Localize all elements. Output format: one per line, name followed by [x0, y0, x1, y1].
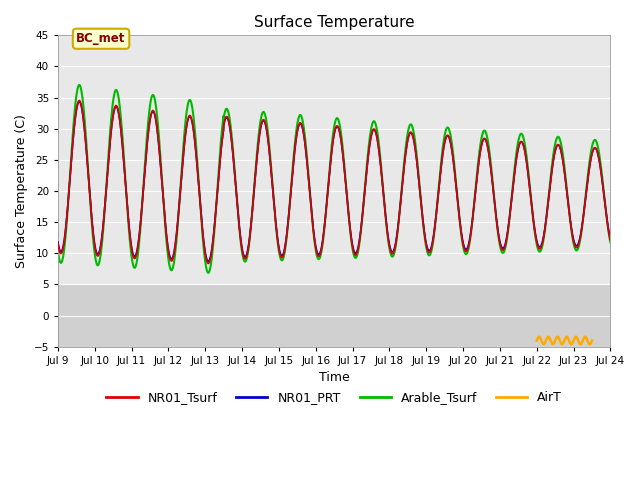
AirT [543, 335, 551, 341]
Arable_Tsurf [266, 153, 274, 159]
Arable_Tsurf [607, 240, 614, 245]
AirT [549, 341, 557, 347]
Bar [58, 285, 611, 347]
Legend: NR01_Tsurf, NR01_PRT, Arable_Tsurf, AirT: NR01_Tsurf, NR01_PRT, Arable_Tsurf, AirT [101, 386, 567, 409]
Line: NR01_PRT: NR01_PRT [58, 102, 611, 262]
NR01_PRT [536, 244, 544, 250]
NR01_Tsurf [607, 238, 614, 243]
AirT [548, 340, 556, 346]
Line: Arable_Tsurf: Arable_Tsurf [58, 85, 611, 273]
NR01_PRT [150, 109, 158, 115]
NR01_PRT [117, 130, 125, 135]
AirT [584, 339, 592, 345]
Line: AirT: AirT [537, 337, 592, 344]
AirT [586, 341, 594, 347]
NR01_PRT [204, 259, 212, 264]
Title: Surface Temperature: Surface Temperature [254, 15, 415, 30]
NR01_PRT [54, 239, 62, 245]
Arable_Tsurf [54, 249, 62, 254]
Y-axis label: Surface Temperature (C): Surface Temperature (C) [15, 114, 28, 268]
NR01_PRT [596, 162, 604, 168]
X-axis label: Time: Time [319, 372, 349, 384]
Arable_Tsurf [596, 156, 604, 162]
NR01_PRT [291, 154, 298, 159]
AirT [536, 335, 544, 340]
NR01_Tsurf [150, 108, 158, 114]
Arable_Tsurf [291, 148, 298, 154]
NR01_Tsurf [291, 154, 298, 159]
Line: NR01_Tsurf: NR01_Tsurf [58, 100, 611, 264]
NR01_Tsurf [54, 241, 62, 247]
NR01_Tsurf [596, 162, 604, 168]
NR01_Tsurf [117, 129, 125, 135]
Arable_Tsurf [150, 93, 158, 99]
Arable_Tsurf [536, 248, 544, 254]
AirT [588, 337, 596, 343]
AirT [572, 334, 580, 340]
Text: BC_met: BC_met [76, 32, 125, 45]
Arable_Tsurf [204, 270, 212, 276]
NR01_PRT [76, 99, 83, 105]
NR01_Tsurf [536, 246, 544, 252]
Arable_Tsurf [76, 82, 83, 88]
NR01_PRT [266, 157, 274, 163]
NR01_Tsurf [204, 261, 212, 266]
NR01_Tsurf [266, 157, 274, 163]
NR01_PRT [607, 236, 614, 242]
NR01_Tsurf [76, 97, 83, 103]
AirT [535, 334, 543, 340]
Arable_Tsurf [117, 118, 125, 123]
AirT [533, 337, 541, 343]
